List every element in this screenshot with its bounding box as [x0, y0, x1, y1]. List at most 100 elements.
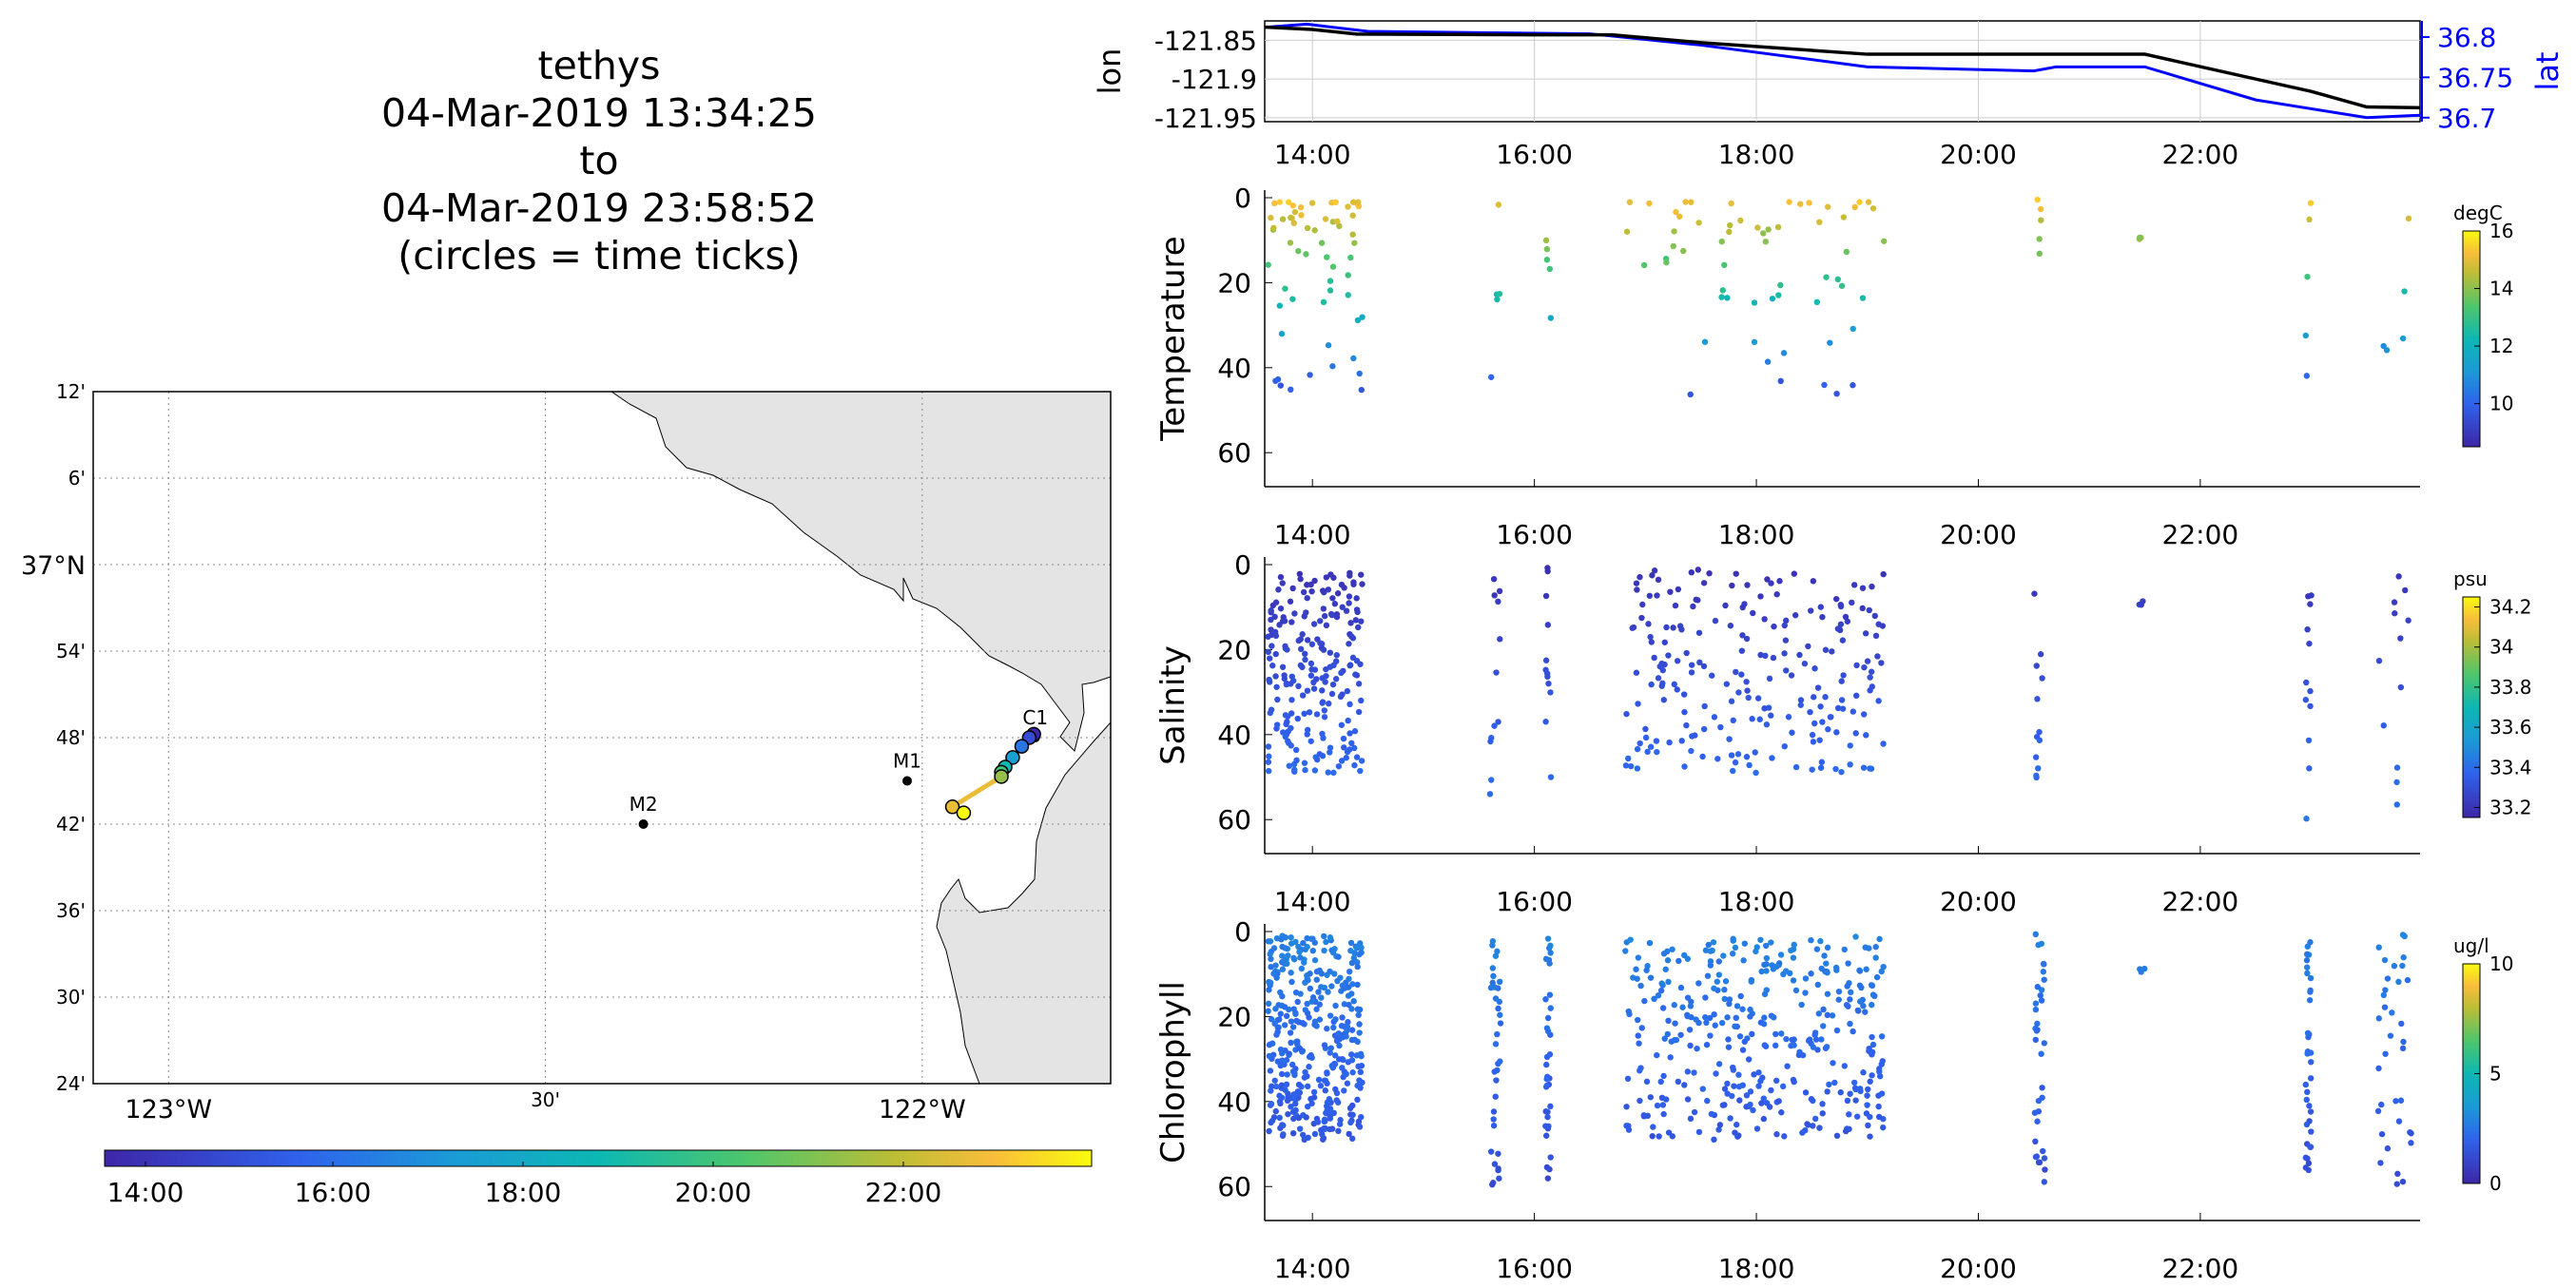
data-point: [1648, 639, 1655, 645]
scatter-x-tick: 18:00: [1718, 886, 1795, 917]
data-point: [1275, 1024, 1282, 1031]
data-point: [1319, 687, 1326, 694]
data-point: [1349, 1135, 1356, 1143]
data-point: [2399, 932, 2407, 938]
data-point: [1622, 762, 1630, 769]
data-point: [1623, 228, 1631, 235]
data-point: [1492, 1093, 1499, 1100]
data-point: [1304, 1103, 1311, 1110]
data-point: [1658, 980, 1665, 987]
data-point: [1654, 592, 1660, 599]
data-point: [1703, 1041, 1711, 1048]
data-point: [1749, 716, 1755, 722]
data-point: [1768, 580, 1774, 586]
data-point: [1497, 1011, 1503, 1018]
data-point: [1647, 633, 1654, 641]
data-point: [1637, 573, 1643, 581]
data-point: [1489, 937, 1497, 945]
data-point: [1751, 338, 1758, 346]
data-point: [1638, 1025, 1645, 1031]
data-point: [1324, 1069, 1330, 1076]
data-point: [1331, 1052, 1339, 1059]
data-point: [1764, 576, 1771, 583]
data-point: [1810, 1044, 1817, 1050]
data-point: [1651, 654, 1657, 662]
data-point: [1680, 247, 1687, 255]
data-point: [1335, 1030, 1342, 1037]
data-point: [1815, 1010, 1822, 1017]
data-point: [1285, 952, 1291, 959]
data-point: [1863, 966, 1869, 972]
data-point: [1700, 725, 1708, 733]
data-point: [1736, 1097, 1743, 1104]
data-point: [1355, 1118, 1363, 1125]
data-point: [1297, 954, 1304, 961]
data-point: [1828, 714, 1834, 721]
vehicle-name: tethys: [537, 43, 661, 88]
colorbar-tick-label: 34.2: [2489, 596, 2532, 619]
data-point: [1807, 607, 1814, 614]
data-point: [1268, 626, 1274, 633]
data-point: [1295, 247, 1302, 255]
data-point: [2374, 1107, 2382, 1115]
data-point: [2305, 1160, 2313, 1166]
data-point: [1725, 1036, 1732, 1043]
data-point: [1850, 325, 1856, 333]
data-point: [1547, 689, 1554, 696]
data-point: [1543, 1053, 1551, 1061]
data-point: [1709, 947, 1715, 954]
data-point: [1751, 1071, 1757, 1078]
data-point: [2408, 1140, 2414, 1146]
data-point: [1744, 1035, 1751, 1042]
data-point: [1811, 720, 1818, 727]
data-point: [1341, 1087, 1347, 1094]
data-point: [1282, 945, 1288, 952]
data-point: [1760, 1115, 1768, 1123]
data-point: [1791, 570, 1798, 577]
data-point: [1713, 1070, 1719, 1077]
data-point: [1747, 1088, 1754, 1095]
data-point: [1667, 1054, 1674, 1061]
data-point: [2408, 1130, 2414, 1137]
data-point: [1311, 1130, 1319, 1138]
data-point: [2401, 288, 2408, 295]
data-point: [1790, 954, 1797, 961]
data-point: [1664, 948, 1671, 955]
data-point: [1290, 955, 1298, 963]
data-point: [1688, 568, 1695, 576]
data-point: [1717, 723, 1724, 731]
track-time-tick: [1005, 750, 1020, 765]
data-point: [1820, 1023, 1827, 1029]
data-point: [1296, 1045, 1304, 1052]
lat-tick-label: 36.8: [2437, 22, 2496, 53]
data-point: [1282, 643, 1288, 650]
data-point: [1758, 968, 1765, 975]
data-point: [1546, 991, 1554, 998]
data-point: [1797, 697, 1805, 703]
data-point: [1634, 586, 1640, 593]
data-point: [1729, 1092, 1735, 1100]
data-point: [1834, 625, 1842, 632]
data-point: [1496, 1175, 1502, 1182]
data-point: [1488, 777, 1495, 783]
data-point: [1327, 649, 1334, 656]
data-point: [1649, 1133, 1656, 1140]
data-point: [1824, 1011, 1830, 1019]
data-point: [1692, 732, 1698, 739]
data-point: [1854, 1007, 1862, 1014]
data-point: [1626, 199, 1634, 205]
data-point: [1307, 985, 1314, 992]
data-point: [1772, 1042, 1779, 1049]
data-point: [1840, 214, 1848, 221]
data-point: [1751, 299, 1758, 306]
data-point: [1346, 975, 1352, 982]
data-point: [1749, 1030, 1755, 1038]
data-point: [1875, 1113, 1883, 1121]
data-point: [1643, 1078, 1651, 1086]
data-point: [2304, 1029, 2312, 1037]
data-point: [1808, 936, 1814, 944]
data-point: [1802, 975, 1810, 982]
data-point: [1489, 1181, 1496, 1188]
data-point: [1542, 719, 1549, 725]
data-point: [1674, 658, 1681, 664]
